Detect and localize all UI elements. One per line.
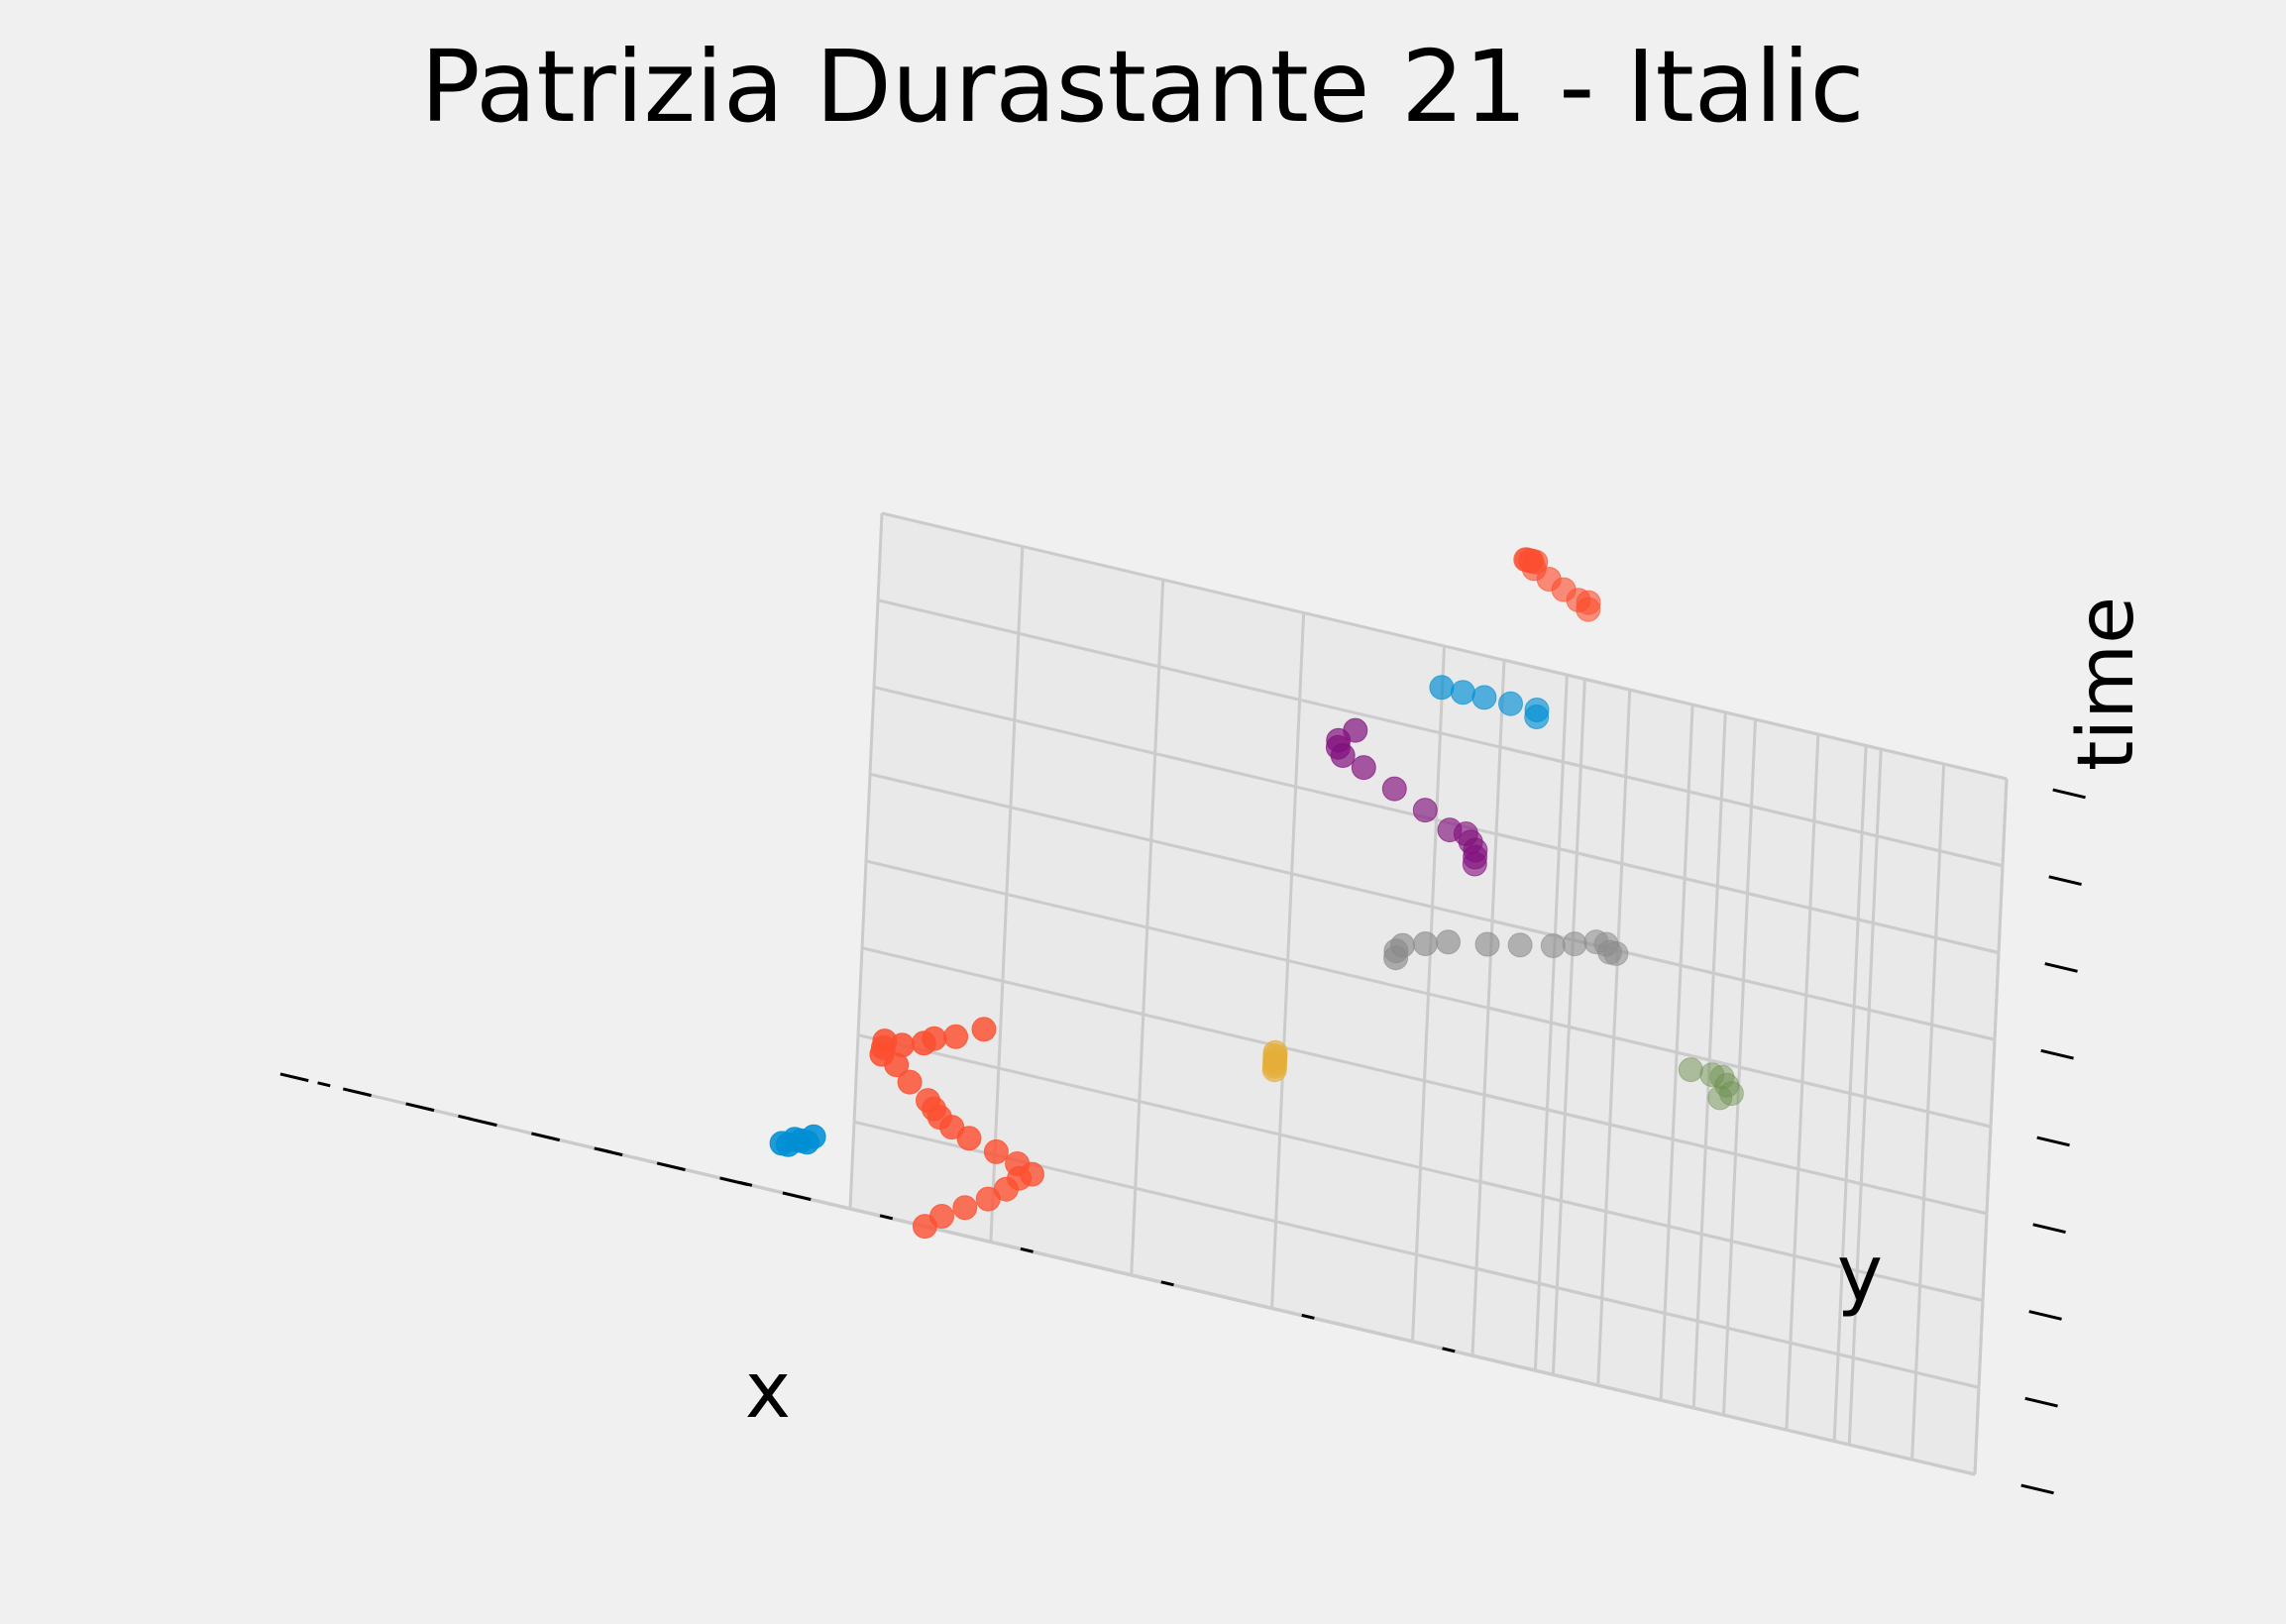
- x-tick: [656, 1161, 686, 1172]
- data-point: [952, 1195, 978, 1221]
- grid-line: [1471, 1353, 1976, 1476]
- data-point: [1718, 1081, 1744, 1107]
- data-point: [1524, 698, 1550, 722]
- x-tick: [782, 1191, 812, 1202]
- data-point: [993, 1176, 1019, 1202]
- grid-line: [873, 686, 2000, 954]
- y-tick: [1160, 1280, 1174, 1287]
- x-tick: [594, 1146, 623, 1157]
- y-tick: [317, 1081, 331, 1088]
- data-point: [1498, 691, 1523, 716]
- grid-line: [1973, 778, 2009, 1475]
- data-point: [1351, 755, 1376, 781]
- data-point: [1714, 1072, 1740, 1098]
- data-point: [943, 1024, 969, 1049]
- data-point: [1709, 1064, 1735, 1090]
- y-tick: [1020, 1246, 1034, 1253]
- data-point: [1603, 940, 1629, 966]
- data-point: [1429, 675, 1455, 701]
- grid-line: [865, 859, 1992, 1129]
- grid-line: [869, 772, 1996, 1041]
- z-tick: [2040, 1048, 2074, 1060]
- chart-title: Patrizia Durastante 21 - Italic: [420, 29, 1864, 145]
- y-tick: [738, 1180, 753, 1187]
- data-point: [1412, 798, 1438, 823]
- grid-line: [1832, 745, 1868, 1442]
- x-tick: [342, 1087, 372, 1098]
- x-tick: [468, 1117, 497, 1128]
- data-point: [1450, 680, 1475, 705]
- tick-marks: [279, 788, 2086, 1495]
- data-point: [929, 1204, 954, 1229]
- data-point: [956, 1126, 982, 1151]
- grid-line: [877, 598, 2004, 868]
- x-tick: [279, 1072, 309, 1083]
- data-point: [1507, 932, 1533, 958]
- z-tick: [2052, 788, 2086, 800]
- y-tick: [1301, 1313, 1315, 1320]
- grid-line: [1533, 674, 1569, 1371]
- data-point: [1381, 776, 1407, 802]
- z-tick: [2036, 1136, 2070, 1147]
- grid-line: [1659, 704, 1694, 1401]
- z-tick: [2020, 1483, 2054, 1495]
- grid-line: [1691, 711, 1727, 1409]
- grid-line: [1551, 679, 1586, 1375]
- z-tick: [2044, 962, 2078, 973]
- y-tick: [1442, 1347, 1456, 1353]
- data-point: [884, 1052, 910, 1078]
- x-tick: [405, 1102, 435, 1113]
- data-point: [1436, 929, 1461, 955]
- data-points: [769, 547, 1744, 1240]
- axis-panes: [348, 513, 2007, 1474]
- data-point: [1678, 1057, 1703, 1083]
- data-point: [1390, 932, 1415, 958]
- data-point: [1474, 931, 1500, 957]
- data-point: [1343, 717, 1368, 743]
- y-tick: [458, 1114, 472, 1121]
- data-point: [1463, 837, 1488, 863]
- data-point: [1413, 931, 1438, 956]
- y-tick: [879, 1214, 894, 1221]
- data-point: [916, 1088, 940, 1114]
- data-point: [897, 1069, 923, 1095]
- data-point: [1540, 933, 1566, 958]
- data-point: [788, 1128, 814, 1153]
- z-tick: [2032, 1223, 2066, 1235]
- x-tick: [531, 1132, 561, 1142]
- grid-line: [1470, 659, 1506, 1356]
- data-point: [971, 1017, 997, 1042]
- data-point: [1576, 590, 1601, 615]
- x-axis-label: x: [745, 1347, 791, 1436]
- z-axis-label: time: [2062, 596, 2151, 771]
- data-point: [1262, 1039, 1288, 1065]
- data-point: [1330, 743, 1356, 768]
- data-point: [1707, 1085, 1733, 1111]
- data-point: [1020, 1161, 1044, 1187]
- data-point: [1562, 931, 1587, 957]
- grid-line: [881, 511, 2008, 781]
- data-point: [1699, 1062, 1725, 1088]
- data-point: [922, 1026, 947, 1051]
- z-tick: [2028, 1310, 2062, 1321]
- data-point: [1471, 685, 1497, 710]
- grid-line: [1596, 689, 1632, 1386]
- y-axis-label: y: [1837, 1230, 1883, 1319]
- z-tick: [2024, 1396, 2058, 1408]
- data-point: [983, 1138, 1009, 1164]
- z-tick: [2048, 875, 2082, 887]
